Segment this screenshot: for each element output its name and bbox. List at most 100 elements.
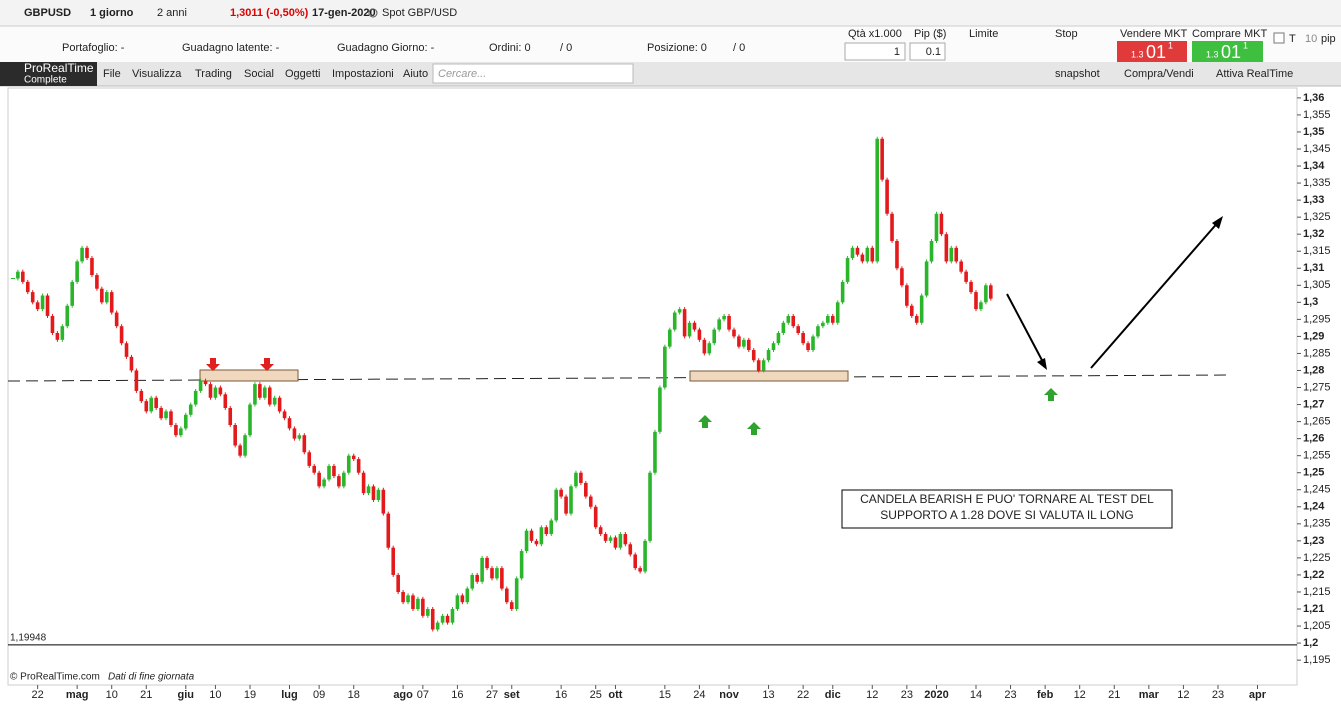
y-tick-label: 1,32 <box>1303 228 1324 240</box>
symbol[interactable]: GBPUSD <box>24 7 71 19</box>
menu-item[interactable]: Impostazioni <box>332 68 394 80</box>
snapshot[interactable]: snapshot <box>1055 68 1100 80</box>
candle <box>702 339 707 354</box>
candle <box>85 247 89 259</box>
y-tick-label: 1,225 <box>1303 552 1331 564</box>
candle <box>317 472 321 487</box>
candle <box>213 387 218 398</box>
stop[interactable]: Stop <box>1055 28 1078 40</box>
candle <box>416 598 420 610</box>
candle <box>401 591 405 603</box>
candle <box>549 520 554 535</box>
candle <box>134 370 139 391</box>
candle <box>248 404 252 436</box>
y-tick-label: 1,295 <box>1303 313 1331 325</box>
x-tick-label: 25 <box>590 689 602 701</box>
candle <box>747 339 751 351</box>
candle <box>495 568 499 579</box>
arrow <box>1006 219 1221 369</box>
candle <box>129 356 134 371</box>
candle <box>603 534 608 541</box>
candle <box>282 411 287 419</box>
orders: Ordini: 0 <box>489 42 531 54</box>
candle <box>322 479 326 487</box>
candle <box>588 496 593 507</box>
candle <box>564 496 568 514</box>
candle <box>835 302 840 323</box>
y-tick-label: 1,26 <box>1303 433 1324 445</box>
candle <box>139 390 144 402</box>
candle <box>183 414 188 429</box>
candle <box>742 339 746 347</box>
menu-item[interactable]: Visualizza <box>132 68 182 80</box>
candle <box>475 574 479 582</box>
down-arrow <box>206 358 274 371</box>
x-tick-label: 21 <box>1108 689 1120 701</box>
candle <box>346 455 351 473</box>
y-tick-label: 1,24 <box>1303 501 1325 513</box>
period[interactable]: 1 giorno <box>90 7 134 19</box>
realtime[interactable]: Attiva RealTime <box>1216 68 1293 80</box>
quote-big: 01 <box>1221 42 1241 62</box>
candle <box>272 397 277 405</box>
range[interactable]: 2 anni <box>157 7 187 19</box>
sell-button[interactable] <box>1117 41 1187 62</box>
toolbar <box>0 0 1341 26</box>
candle <box>905 285 909 306</box>
x-tick-label: 09 <box>313 689 325 701</box>
qty-input[interactable] <box>844 42 906 61</box>
candle <box>490 568 494 579</box>
search-box[interactable] <box>432 63 634 84</box>
trade[interactable]: Compra/Vendi <box>1124 68 1194 80</box>
footer-note: Dati di fine giornata <box>108 672 195 683</box>
candle <box>361 472 366 494</box>
menu-item[interactable]: File <box>103 68 121 80</box>
candle <box>193 390 198 405</box>
candle <box>430 609 435 630</box>
x-tick-label: 2020 <box>924 689 948 701</box>
candle <box>954 247 959 262</box>
candle <box>514 578 519 610</box>
candle <box>396 574 400 592</box>
candle <box>440 615 445 623</box>
menu-item[interactable]: Aiuto <box>403 68 428 80</box>
pip-label: Pip ($) <box>914 28 946 40</box>
y-tick-label: 1,275 <box>1303 381 1331 393</box>
candle <box>75 261 79 282</box>
candle <box>100 288 104 303</box>
candle <box>924 261 929 296</box>
candle <box>865 247 870 262</box>
x-tick-label: mar <box>1139 689 1160 701</box>
candle <box>218 387 223 395</box>
pip-input[interactable] <box>909 42 946 61</box>
candle <box>351 455 356 460</box>
candle <box>579 472 583 483</box>
candle <box>337 476 341 487</box>
logo-box <box>0 62 97 86</box>
menu-item[interactable]: Social <box>244 68 274 80</box>
limit[interactable]: Limite <box>969 28 998 40</box>
y-tick-label: 1,325 <box>1303 211 1331 223</box>
buy-label: Comprare MKT <box>1192 28 1267 40</box>
menu-item[interactable]: Oggetti <box>285 68 320 80</box>
candle <box>919 295 924 323</box>
x-tick-label: 23 <box>901 689 913 701</box>
x-tick-label: 22 <box>32 689 44 701</box>
checkbox[interactable] <box>1273 32 1285 44</box>
radio[interactable] <box>368 8 378 18</box>
candle <box>658 387 662 432</box>
candle <box>613 537 618 548</box>
candle <box>238 445 242 456</box>
candle <box>771 343 776 351</box>
candle <box>500 568 504 589</box>
candle <box>342 472 346 487</box>
x-tick-label: 13 <box>762 689 774 701</box>
edition: Complete <box>24 75 67 86</box>
portfolio: Portafoglio: - <box>62 42 125 54</box>
candle <box>90 258 94 276</box>
candle <box>198 380 203 391</box>
candle <box>529 530 534 541</box>
buy-button[interactable] <box>1192 41 1263 62</box>
menu-item[interactable]: Trading <box>195 68 232 80</box>
